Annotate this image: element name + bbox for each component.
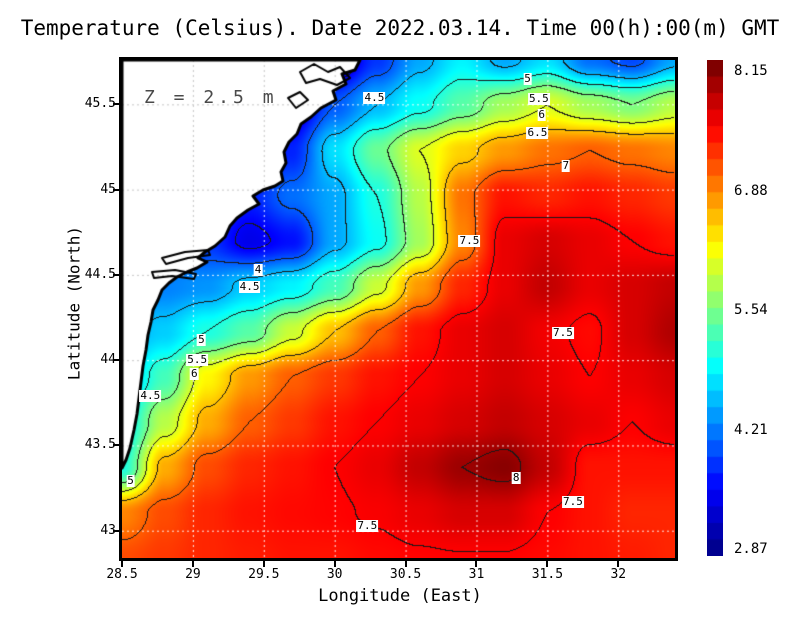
contour-label: 7.5: [561, 494, 584, 508]
x-tick-mark: [617, 561, 620, 567]
contour-label: 7: [561, 158, 571, 172]
contour-label: 6: [190, 366, 199, 380]
y-tick-mark: [113, 529, 119, 532]
y-tick-label: 45.5: [84, 96, 116, 112]
contour-label: 6: [537, 107, 547, 121]
x-tick-label: 28.5: [106, 567, 138, 582]
x-tick-mark: [546, 561, 549, 567]
y-tick-mark: [113, 444, 119, 447]
x-tick-mark: [404, 561, 407, 567]
contour-label: 4.5: [238, 279, 261, 293]
colorbar-tick-label: 5.54: [734, 302, 768, 318]
y-tick-mark: [113, 273, 119, 276]
x-tick-mark: [333, 561, 336, 567]
colorbar-tick-label: 2.87: [734, 541, 768, 557]
contour-label: 7.5: [552, 325, 574, 339]
x-tick-label: 31: [468, 567, 485, 582]
contour-label: 5.5: [186, 353, 209, 367]
colorbar-tick-label: 6.88: [734, 183, 768, 199]
x-tick-label: 30: [326, 567, 343, 582]
x-tick-mark: [475, 561, 478, 567]
y-tick-mark: [113, 103, 119, 106]
contour-label: 5.5: [527, 92, 550, 106]
depth-annotation: Z = 2.5 m: [144, 87, 278, 108]
contour-label: 4.5: [363, 90, 386, 104]
contour-label: 7.5: [458, 233, 481, 247]
colorbar: [707, 60, 723, 556]
contour-label: 7.5: [356, 518, 379, 532]
y-tick-label: 43: [100, 522, 116, 538]
x-tick-mark: [121, 561, 123, 567]
x-tick-label: 30.5: [389, 567, 422, 582]
contour-label: 5: [126, 474, 135, 488]
x-tick-label: 29: [185, 567, 201, 582]
contour-label: 4.5: [139, 388, 162, 402]
contour-label: 5: [523, 71, 532, 85]
contour-label: 4: [253, 262, 263, 276]
x-tick-mark: [262, 561, 265, 567]
contour-label: 6.5: [526, 126, 549, 140]
contour-label: 8: [511, 470, 521, 484]
x-tick-label: 32: [610, 567, 627, 582]
y-tick-label: 43.5: [84, 437, 116, 453]
x-tick-mark: [191, 561, 194, 567]
y-tick-label: 44: [100, 352, 116, 368]
colorbar-tick-label: 8.15: [734, 63, 768, 79]
plot-title: Temperature (Celsius). Date 2022.03.14. …: [20, 16, 780, 40]
x-axis-label: Longitude (East): [318, 586, 482, 606]
x-tick-label: 31.5: [531, 567, 564, 582]
contour-label: 5: [197, 332, 206, 346]
y-tick-mark: [113, 188, 119, 191]
y-tick-label: 45: [100, 181, 116, 197]
y-tick-mark: [113, 359, 119, 362]
x-tick-label: 29.5: [248, 567, 280, 582]
colorbar-tick-label: 4.21: [734, 422, 768, 438]
temperature-field-canvas: [122, 60, 675, 558]
map-plot-area: 4.5 5 5.5 6 6.5 7 7.5 4 4.5 5 5.5 6 4.5 5 7.5 8 7.5 7.5 Z…: [119, 57, 678, 561]
y-tick-label: 44.5: [84, 266, 116, 282]
